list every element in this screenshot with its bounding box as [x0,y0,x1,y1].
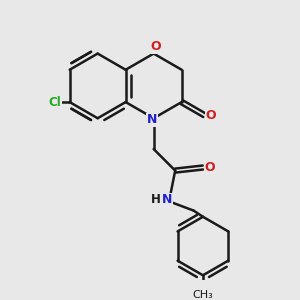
Text: O: O [204,161,215,174]
Text: N: N [147,113,157,126]
Text: Cl: Cl [49,96,61,109]
Text: O: O [206,109,216,122]
Text: N: N [162,193,173,206]
Text: O: O [150,40,160,53]
Text: H: H [151,193,161,206]
Text: CH₃: CH₃ [193,290,213,300]
